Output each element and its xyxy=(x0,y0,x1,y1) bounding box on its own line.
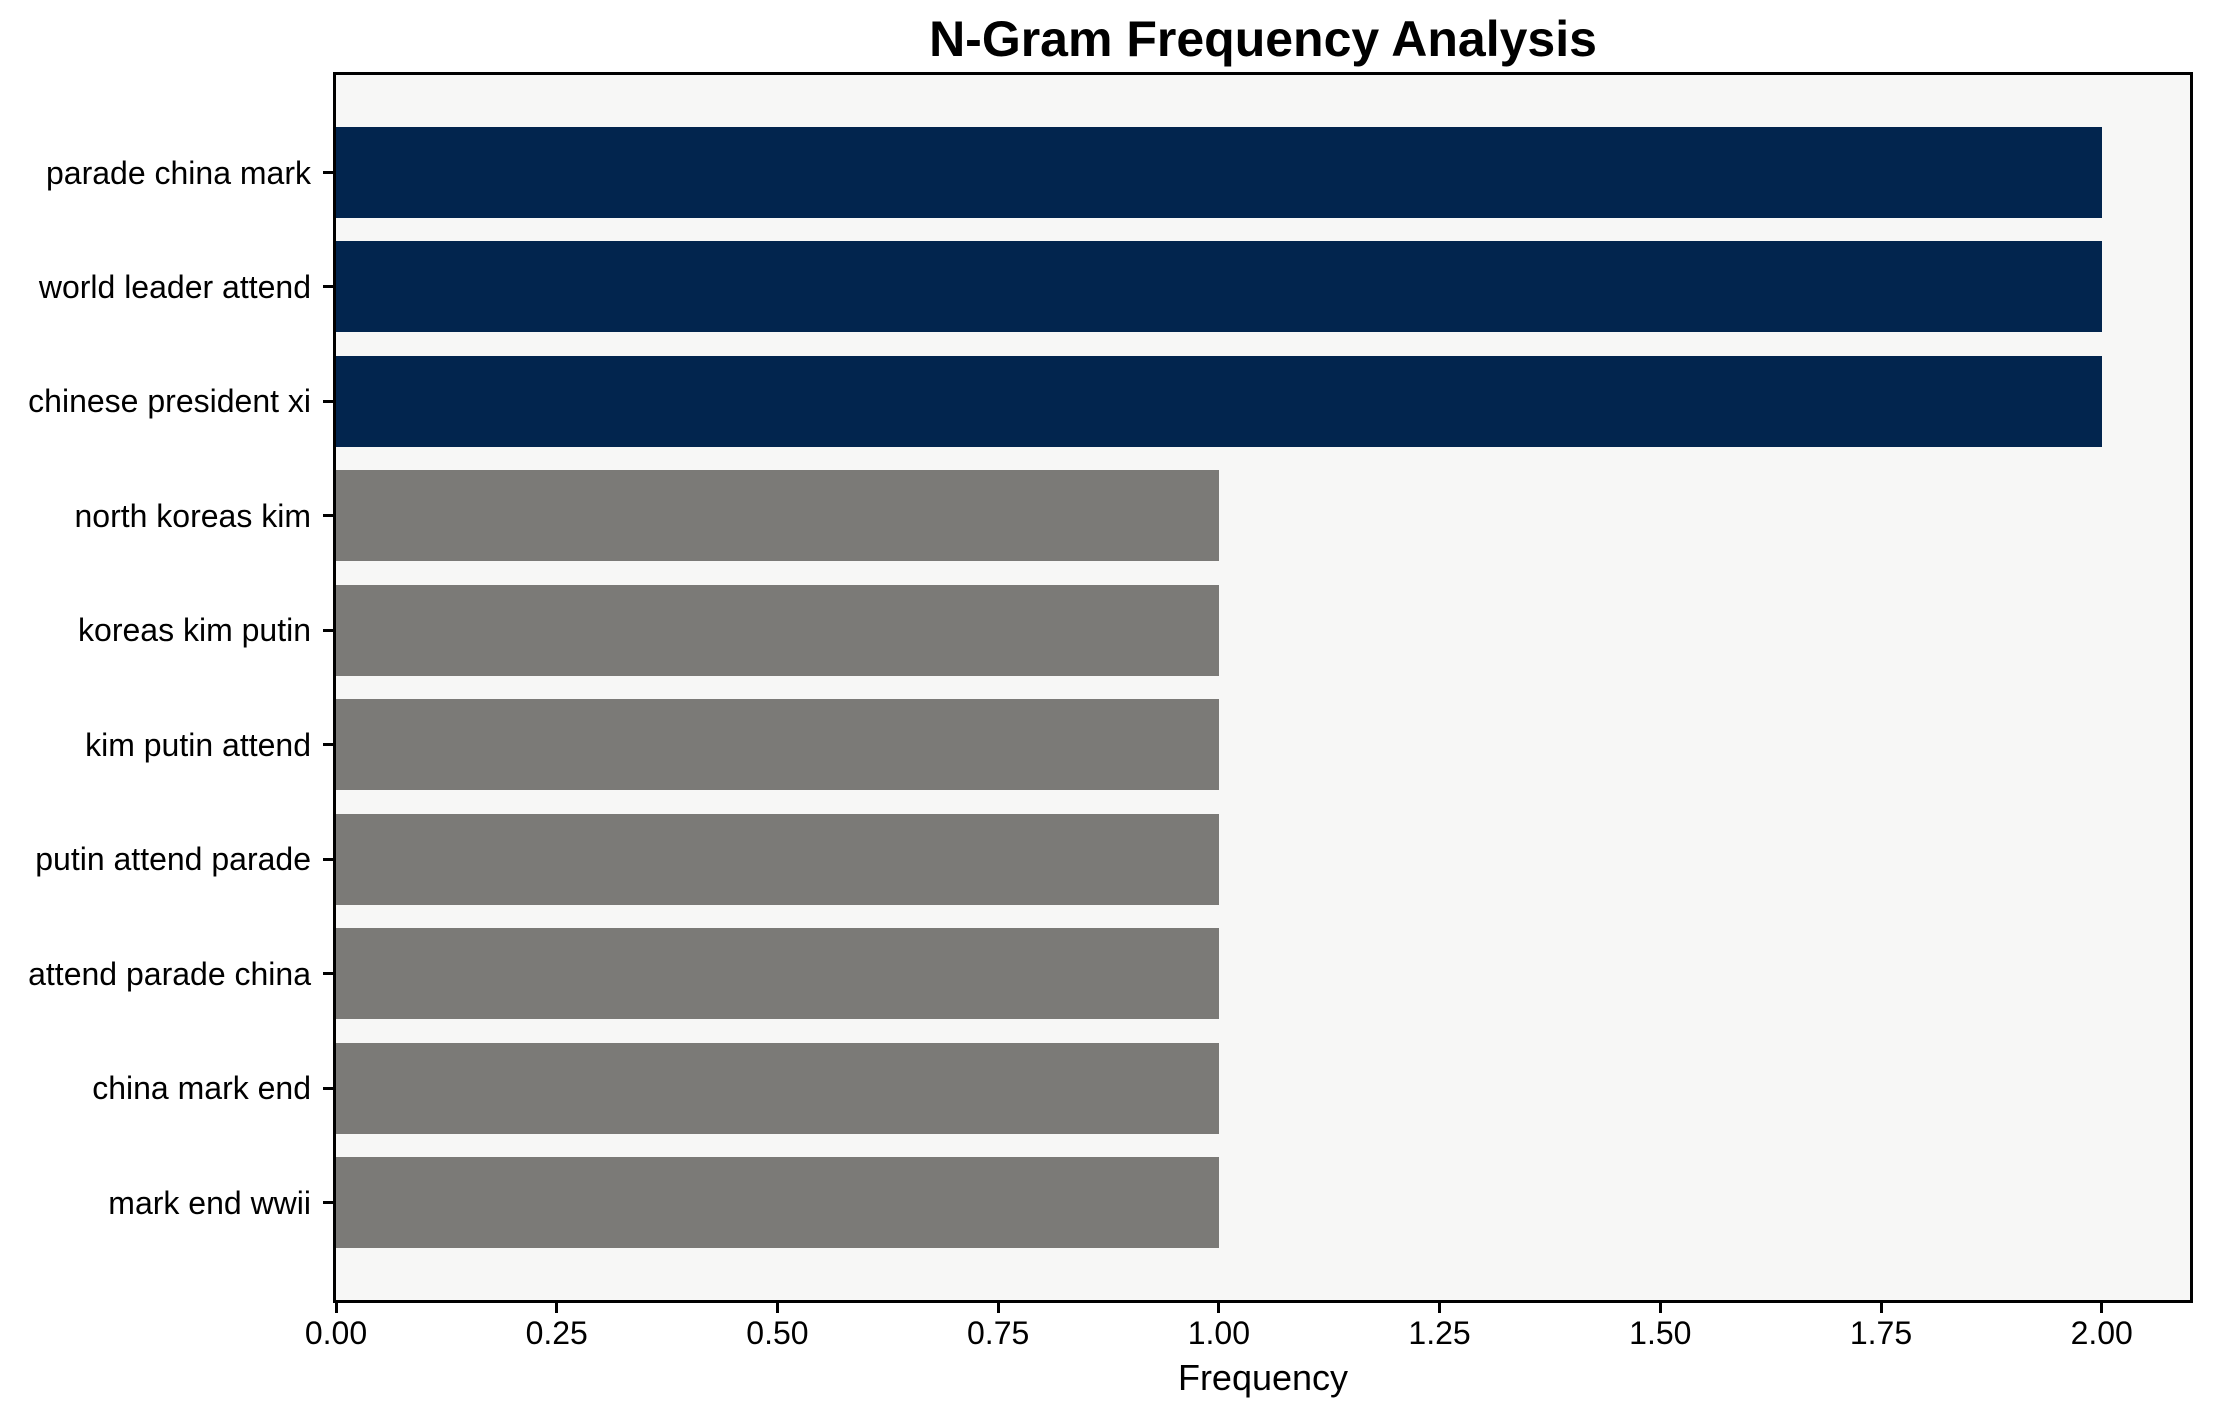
x-tick-mark xyxy=(775,1303,779,1313)
y-tick-mark xyxy=(323,628,333,632)
y-tick-mark xyxy=(323,857,333,861)
plot-area xyxy=(333,72,2193,1303)
y-tick-mark xyxy=(323,743,333,747)
bar xyxy=(336,928,1219,1020)
bar xyxy=(336,355,2102,447)
y-tick-mark xyxy=(323,285,333,289)
x-tick-label: 1.25 xyxy=(1408,1315,1471,1351)
y-tick-mark xyxy=(323,972,333,976)
x-tick-mark xyxy=(555,1303,559,1313)
y-tick-mark xyxy=(323,1201,333,1204)
y-tick-label: parade china mark xyxy=(45,154,311,191)
x-tick-label: 1.00 xyxy=(1187,1315,1250,1351)
y-tick-mark xyxy=(323,1086,333,1090)
bar xyxy=(336,127,2102,218)
bar xyxy=(336,1157,1219,1248)
x-tick-label: 0.00 xyxy=(304,1315,368,1351)
x-tick-label: 0.75 xyxy=(967,1315,1030,1351)
x-tick-mark xyxy=(1658,1303,1662,1313)
x-tick-mark xyxy=(996,1303,1000,1313)
x-tick-label: 2.00 xyxy=(2070,1315,2133,1351)
y-tick-label: attend parade china xyxy=(28,955,311,992)
y-tick-mark xyxy=(323,399,333,403)
bar xyxy=(336,584,1219,676)
x-tick-label: 1.50 xyxy=(1629,1315,1692,1351)
y-tick-mark xyxy=(323,514,333,518)
x-tick-mark xyxy=(1217,1303,1221,1313)
y-tick-label: north koreas kim xyxy=(74,497,311,534)
y-tick-label: putin attend parade xyxy=(35,841,311,878)
x-tick-mark xyxy=(2100,1303,2104,1313)
chart-title: N-Gram Frequency Analysis xyxy=(929,11,1597,67)
bar xyxy=(336,699,1219,791)
y-tick-label: chinese president xi xyxy=(28,383,311,420)
x-tick-label: 0.25 xyxy=(525,1315,588,1351)
bar xyxy=(336,241,2102,333)
x-axis-title: Frequency xyxy=(1177,1357,1349,1398)
y-tick-label: mark end wwii xyxy=(108,1184,311,1221)
bar xyxy=(336,813,1219,905)
bar xyxy=(336,1042,1219,1134)
y-tick-label: world leader attend xyxy=(38,268,311,305)
y-tick-mark xyxy=(323,171,333,174)
x-tick-mark xyxy=(1879,1303,1883,1313)
x-tick-mark xyxy=(1438,1303,1442,1313)
x-tick-label: 0.50 xyxy=(746,1315,809,1351)
x-tick-mark xyxy=(334,1303,338,1313)
bar xyxy=(336,470,1219,562)
y-tick-label: kim putin attend xyxy=(85,726,311,763)
y-tick-label: koreas kim putin xyxy=(78,612,311,649)
x-tick-label: 1.75 xyxy=(1849,1315,1913,1351)
y-tick-label: china mark end xyxy=(92,1070,311,1107)
